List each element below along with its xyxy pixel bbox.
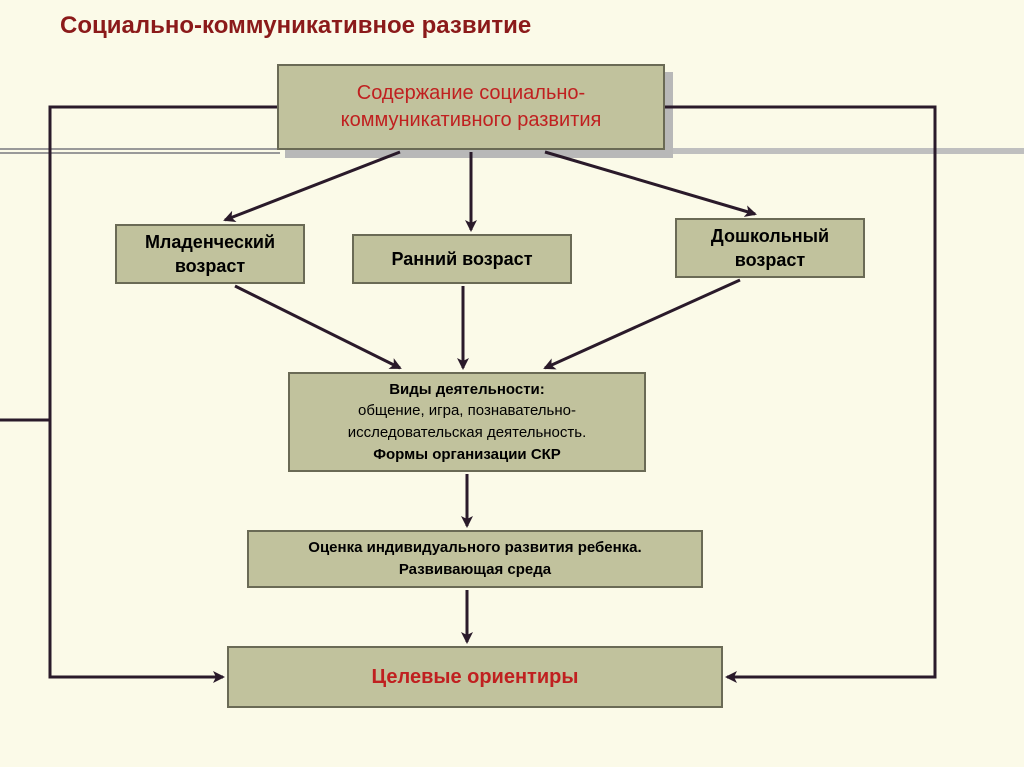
act-line2: общение, игра, познавательно- (358, 402, 576, 419)
assess-line2: Развивающая среда (399, 561, 551, 578)
box-age-early: Ранний возраст (352, 234, 572, 284)
targets-label: Целевые ориентиры (372, 664, 579, 691)
age2-label: Ранний возраст (391, 247, 532, 271)
decorative-line (0, 152, 280, 154)
page-title: Социально-коммуникативное развитие (60, 12, 531, 40)
assess-line1: Оценка индивидуального развития ребенка. (308, 539, 641, 556)
age1-line2: возраст (175, 256, 245, 276)
box-age-preschool: Дошкольный возраст (675, 218, 865, 278)
age3-line2: возраст (735, 250, 805, 270)
act-line1: Виды деятельности: (389, 381, 545, 398)
box-age-infant: Младенческий возраст (115, 224, 305, 284)
decorative-line (0, 148, 280, 150)
top-line1: Содержание социально- (357, 82, 585, 104)
age1-line1: Младенческий (145, 232, 275, 252)
act-line4: Формы организации СКР (373, 446, 561, 463)
box-targets: Целевые ориентиры (227, 646, 723, 708)
decorative-line (672, 148, 1024, 154)
act-line3: исследовательская деятельность. (348, 424, 587, 441)
top-line2: коммуникативного развития (341, 109, 602, 131)
box-activities: Виды деятельности: общение, игра, познав… (288, 372, 646, 472)
age3-line1: Дошкольный (711, 226, 829, 246)
box-top-content: Содержание социально- коммуникативного р… (277, 64, 665, 150)
box-assessment: Оценка индивидуального развития ребенка.… (247, 530, 703, 588)
